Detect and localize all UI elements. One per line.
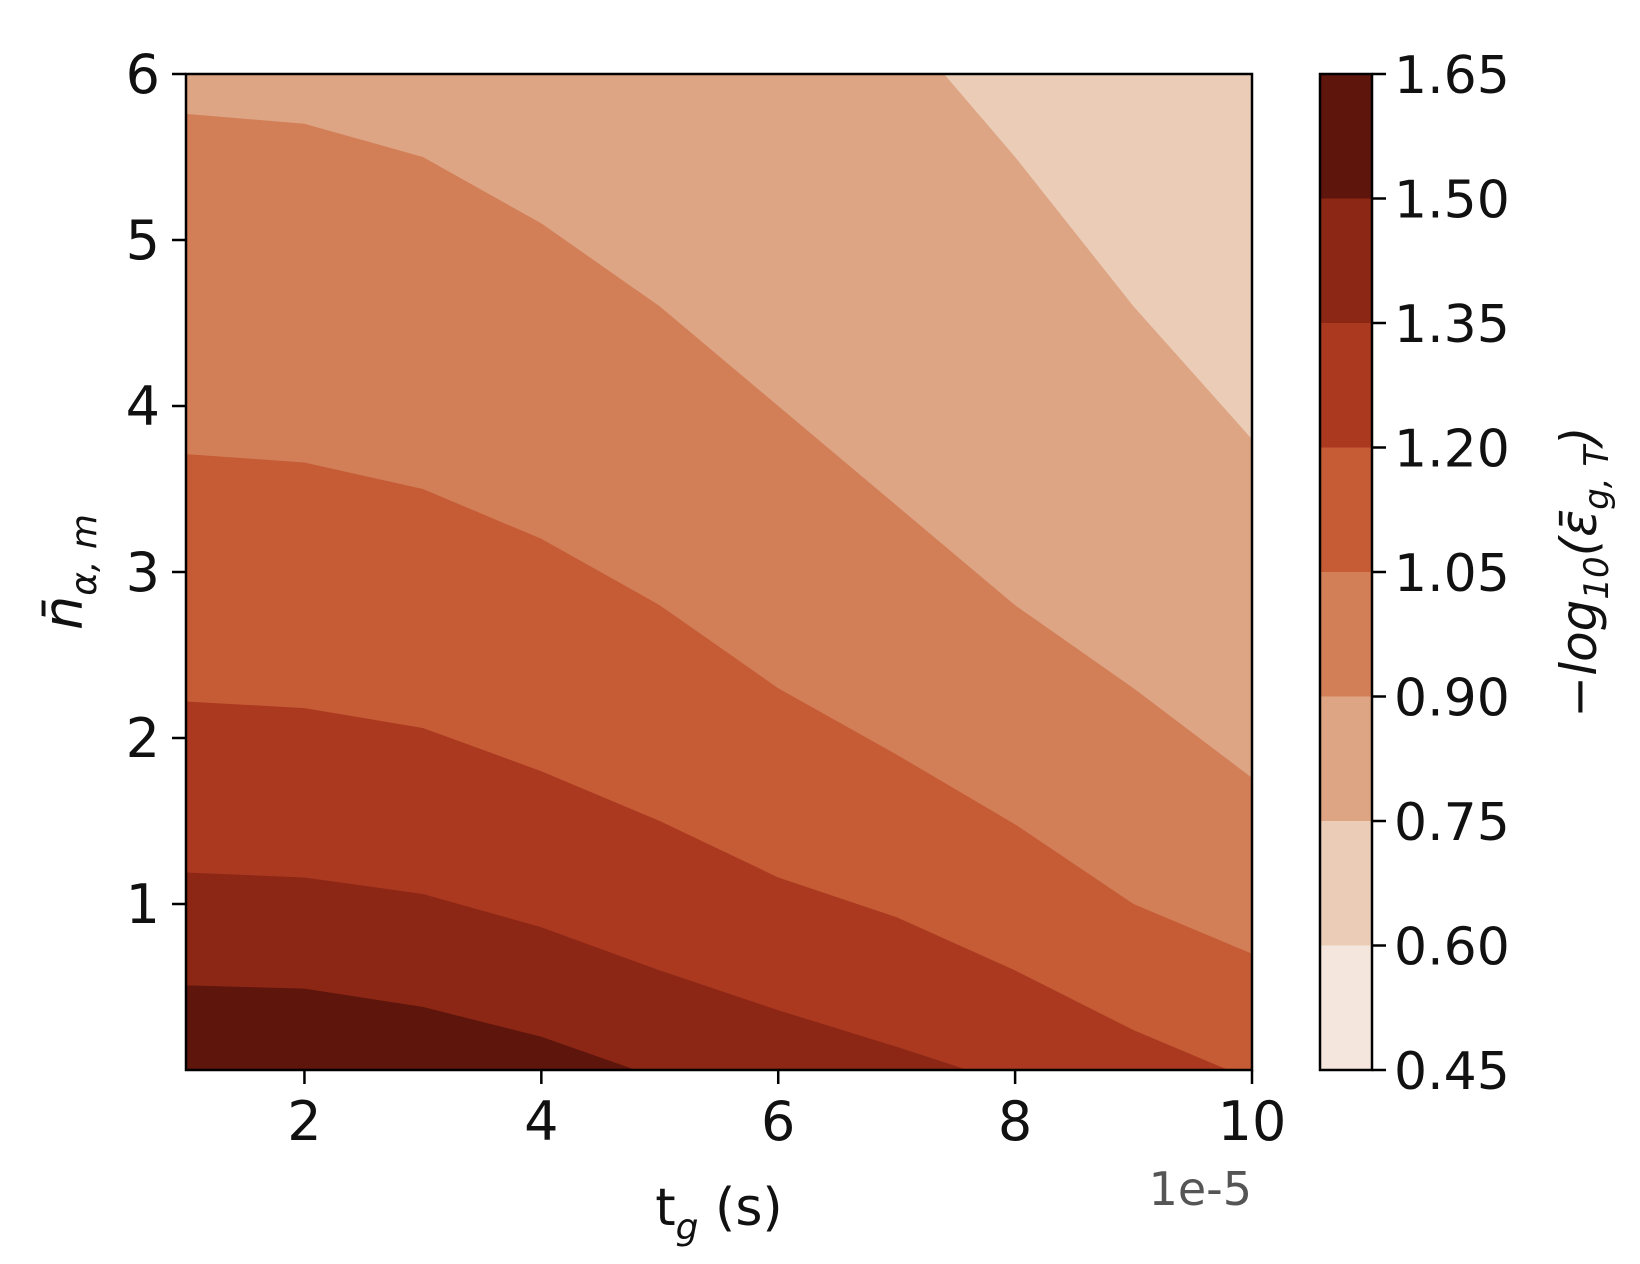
x-offset-label: 1e-5: [1149, 1162, 1252, 1216]
contour-band-1.5: [186, 985, 1252, 1070]
colorbar-tick-label: 0.90: [1394, 669, 1510, 729]
colorbar-tick-label: 1.20: [1394, 420, 1510, 480]
colorbar-segment: [1320, 696, 1372, 821]
x-tick-label: 8: [998, 1090, 1032, 1153]
x-axis-ticks: 2 4 6 8 10: [287, 1070, 1286, 1153]
colorbar-tick-label: 1.50: [1394, 171, 1510, 231]
colorbar-tick-label: 1.35: [1394, 295, 1510, 355]
colorbar-segment: [1320, 74, 1372, 199]
x-axis-label: tg (s): [655, 1178, 782, 1248]
colorbar-tick-label: 0.60: [1394, 918, 1510, 978]
colorbar: [1320, 74, 1372, 1070]
y-tick-label: 3: [126, 541, 160, 604]
colorbar-label: −log10(ε̄g, T): [1550, 426, 1617, 717]
colorbar-tick-label: 0.75: [1394, 793, 1510, 853]
x-tick-label: 2: [287, 1090, 321, 1153]
colorbar-tick-label: 1.65: [1394, 46, 1510, 106]
colorbar-segment: [1320, 447, 1372, 572]
x-tick-label: 10: [1218, 1090, 1287, 1153]
y-tick-label: 2: [126, 707, 160, 770]
y-axis-label: n̄α, m: [32, 514, 105, 630]
x-tick-label: 6: [761, 1090, 795, 1153]
colorbar-segment: [1320, 323, 1372, 448]
y-tick-label: 1: [126, 873, 160, 936]
y-tick-label: 6: [126, 43, 160, 106]
colorbar-segment: [1320, 945, 1372, 1070]
x-tick-label: 4: [524, 1090, 558, 1153]
y-tick-label: 5: [126, 209, 160, 272]
contour-band-0.60: [944, 74, 1252, 440]
y-tick-label: 4: [126, 375, 160, 438]
colorbar-segment: [1320, 821, 1372, 946]
colorbar-ticks: 0.45 0.60 0.75 0.90 1.05 1.20 1.35 1.50 1.65: [1372, 46, 1510, 1102]
colorbar-tick-label: 1.05: [1394, 544, 1510, 604]
colorbar-tick-label: 0.45: [1394, 1042, 1510, 1102]
colorbar-segment: [1320, 572, 1372, 697]
contour-bands: [186, 74, 1252, 1070]
y-axis-ticks: 1 2 3 4 5 6: [126, 43, 186, 936]
colorbar-segment: [1320, 198, 1372, 323]
